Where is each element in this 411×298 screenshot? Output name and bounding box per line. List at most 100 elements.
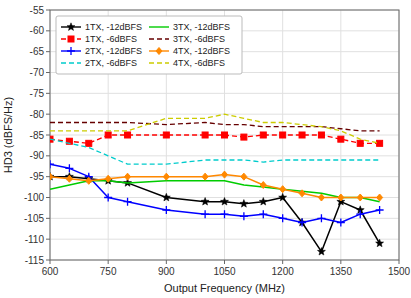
marker [50,172,54,180]
marker [202,173,208,180]
legend-swatch [61,62,81,63]
marker [50,160,54,168]
legend-label: 4TX, -6dBFS [173,58,225,68]
marker [260,132,266,138]
marker [279,214,287,222]
y-tick [46,239,50,240]
x-tick [166,260,167,264]
y-tick-label: -80 [30,109,45,120]
legend-label: 2TX, -6dBFS [85,58,137,68]
marker [377,194,383,201]
marker [65,164,73,172]
legend-marker [67,23,75,31]
marker [222,171,228,178]
grid [50,10,399,260]
marker [201,210,209,218]
y-tick [46,93,50,94]
marker [105,175,111,182]
marker [317,214,325,222]
line [50,114,380,143]
legend-item: 2TX, -6dBFS [61,58,137,68]
marker [222,132,228,138]
y-tick [46,135,50,136]
legend-item: 2TX, -12dBFS [61,46,142,56]
x-tick-label: 900 [158,266,175,277]
y-tick-label: -65 [30,46,45,57]
y-axis-label: HD3 (dBFS/Hz) [2,97,14,173]
y-tick-label: -90 [30,150,45,161]
marker [318,194,324,201]
marker [201,197,209,205]
y-tick-label: -60 [30,25,45,36]
legend-swatch [149,62,169,63]
y-tick-label: -110 [25,234,45,245]
marker [241,134,247,140]
y-tick [46,197,50,198]
legend-marker [156,48,162,55]
x-tick [399,260,400,264]
marker [279,193,287,201]
marker [317,247,325,255]
marker [105,132,111,138]
grid-line [50,93,399,94]
legend-item: 1TX, -6dBFS [61,34,137,44]
marker [125,132,131,138]
y-tick [46,114,50,115]
marker [280,132,286,138]
x-tick-label: 1050 [213,266,236,277]
y-tick [46,72,50,73]
y-tick [46,260,50,261]
y-tick-label: -55 [30,5,45,16]
legend-item: 4TX, -6dBFS [149,58,225,68]
marker [104,194,112,202]
legend-label: 1TX, -12dBFS [85,22,142,32]
marker [299,132,305,138]
marker [259,210,267,218]
y-tick-label: -115 [25,255,45,266]
x-tick-label: 1500 [388,266,411,277]
marker [298,219,306,227]
legend-label: 3TX, -6dBFS [173,34,225,44]
line [50,181,380,202]
x-tick [340,260,341,264]
x-tick [282,260,283,264]
background [0,0,411,298]
marker [50,173,53,180]
legend-marker [67,47,75,55]
plot-area [50,114,384,255]
marker [337,219,345,227]
marker [240,212,248,220]
marker [260,182,266,189]
line [50,164,380,222]
legend-item: 1TX, -12dBFS [61,22,142,32]
marker [318,132,324,138]
x-tick [224,260,225,264]
legend-box [56,16,242,74]
marker [202,132,208,138]
legend-label: 3TX, -12dBFS [173,22,230,32]
series [50,114,380,143]
marker [357,140,363,146]
chart: 6007509001050120013501500-115-110-105-10… [0,0,411,298]
x-tick-label: 1200 [272,266,295,277]
series [50,171,383,201]
legend: 1TX, -12dBFS 1TX, -6dBFS 2TX, -12dBFS 2TX, … [56,16,242,74]
legend-label: 1TX, -6dBFS [85,34,137,44]
marker [86,177,92,184]
legend-label: 2TX, -12dBFS [85,46,142,56]
marker [298,218,306,226]
y-tick-label: -85 [30,130,45,141]
marker [376,206,384,214]
marker [163,132,169,138]
y-tick [46,10,50,11]
legend-item: 3TX, -12dBFS [149,22,230,32]
axes: 6007509001050120013501500-115-110-105-10… [24,5,411,278]
marker [125,173,131,180]
marker [259,197,267,205]
x-axis-label: Output Frequency (MHz) [164,282,285,294]
x-tick-label: 750 [100,266,117,277]
y-tick-label: -100 [24,192,44,203]
series [50,181,380,202]
marker [299,190,305,197]
series [50,123,380,131]
